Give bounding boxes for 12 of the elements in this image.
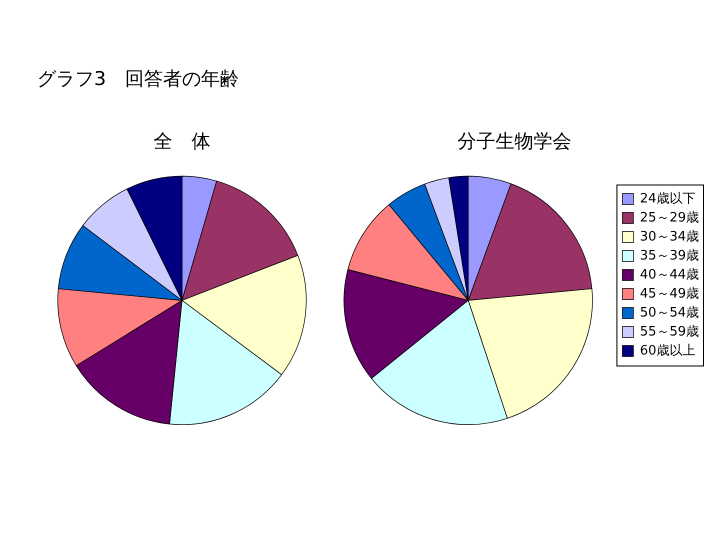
legend-label: 30～34歳: [640, 229, 700, 244]
legend-label: 24歳以下: [640, 191, 696, 206]
legend-label: 25～29歳: [640, 210, 700, 226]
text: グラフ3 回答者の年齢: [37, 67, 240, 92]
legend-label: 35～39歳: [640, 248, 700, 264]
legend-label: 55～59歳: [640, 324, 700, 340]
legend-label: 60歳以上: [640, 343, 696, 358]
chart-title: 全 体: [154, 130, 210, 152]
chart-title: 分子生物学会: [458, 130, 572, 152]
legend-label: 45～49歳: [640, 286, 700, 302]
legend-label: 40～44歳: [640, 267, 700, 282]
legend-label: 50～54歳: [640, 305, 700, 320]
